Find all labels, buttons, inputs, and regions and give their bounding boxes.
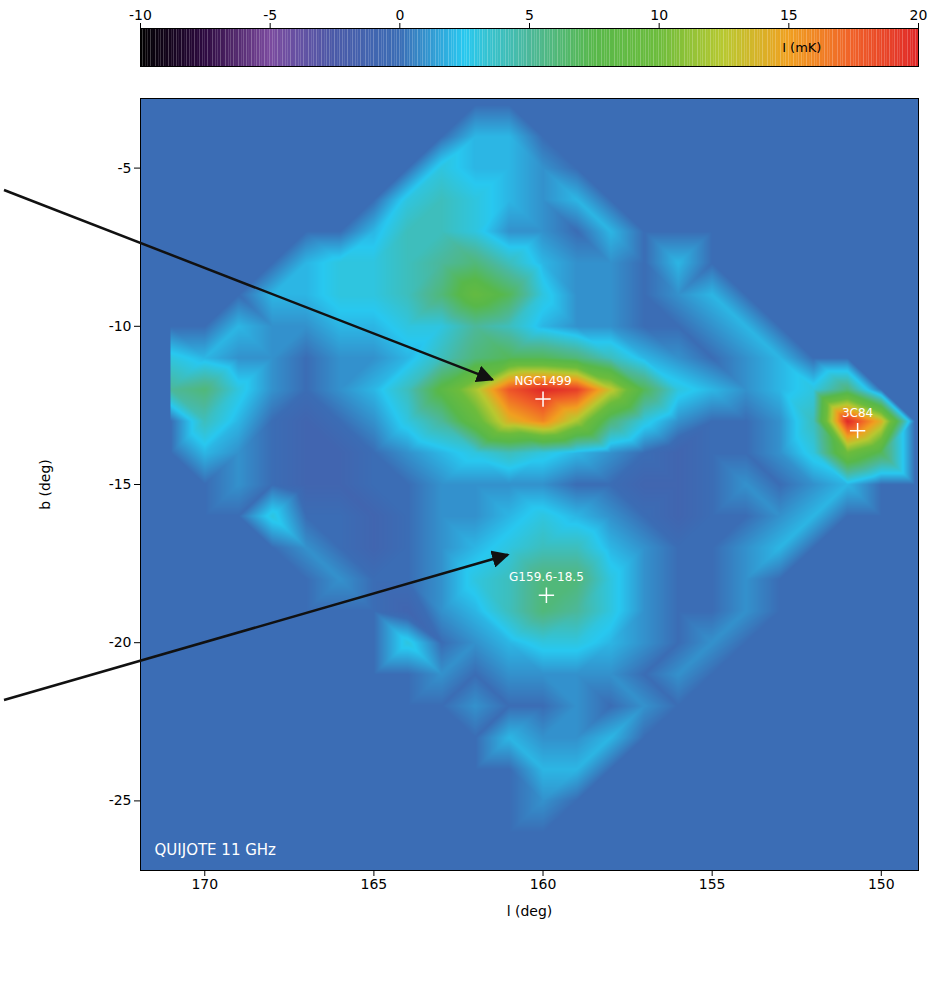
svg-text:G159.6-18.5: G159.6-18.5	[509, 570, 584, 584]
svg-text:-5: -5	[263, 7, 277, 23]
svg-text:155: 155	[699, 876, 726, 892]
svg-text:170: 170	[191, 876, 218, 892]
svg-text:160: 160	[530, 876, 557, 892]
svg-text:-10: -10	[109, 318, 132, 334]
svg-text:-10: -10	[129, 7, 152, 23]
svg-text:-25: -25	[109, 792, 132, 808]
svg-text:-15: -15	[109, 476, 132, 492]
svg-text:-20: -20	[109, 634, 132, 650]
svg-text:b (deg): b (deg)	[37, 459, 53, 510]
svg-text:3C84: 3C84	[842, 406, 873, 420]
svg-text:165: 165	[361, 876, 388, 892]
svg-text:5: 5	[525, 7, 534, 23]
svg-text:10: 10	[650, 7, 668, 23]
svg-text:0: 0	[395, 7, 404, 23]
svg-text:l (deg): l (deg)	[507, 903, 553, 919]
svg-text:20: 20	[910, 7, 928, 23]
svg-text:QUIJOTE 11 GHz: QUIJOTE 11 GHz	[155, 841, 277, 859]
svg-text:NGC1499: NGC1499	[514, 374, 571, 388]
svg-text:150: 150	[868, 876, 895, 892]
svg-text:15: 15	[780, 7, 798, 23]
svg-text:-5: -5	[118, 160, 132, 176]
svg-text:I (mK): I (mK)	[782, 40, 821, 55]
